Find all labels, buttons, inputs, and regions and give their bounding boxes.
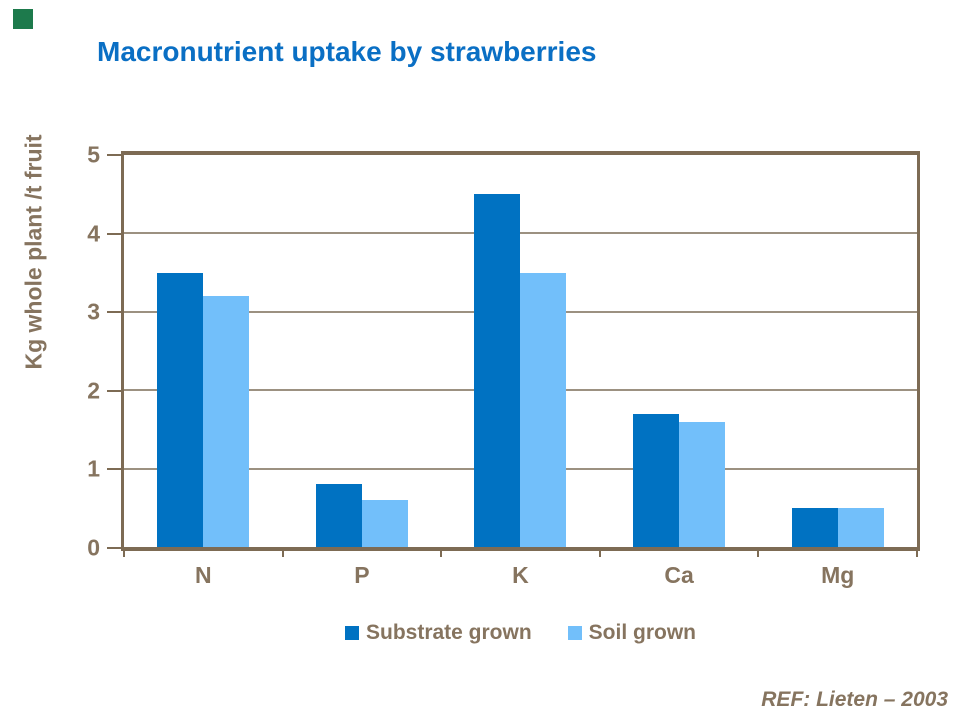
y-tick-mark-3 (107, 311, 122, 314)
x-label-P: P (354, 562, 370, 588)
bar-K-substrate-grown (474, 194, 521, 547)
legend-item-soil-grown: Soil grown (567, 621, 696, 645)
x-axis-labels: N P K Ca Mg (124, 562, 917, 589)
y-tick-mark-1 (107, 468, 122, 471)
bar-group-Ca (600, 155, 759, 547)
x-label-K: K (512, 562, 529, 588)
x-tick-mark-0 (123, 548, 125, 557)
y-tick-label-3: 3 (87, 298, 100, 325)
bar-group-Mg (758, 155, 917, 547)
chart-title: Macronutrient uptake by strawberries (97, 36, 597, 67)
y-tick-label-1: 1 (87, 455, 100, 482)
bar-Mg-soil-grown (837, 507, 884, 547)
bar-N-substrate-grown (157, 272, 204, 547)
y-tick-mark-2 (107, 389, 122, 392)
x-tick-mark-2 (440, 548, 443, 557)
x-label-N: N (194, 562, 212, 588)
legend-item-substrate-grown: Substrate grown (344, 621, 532, 645)
x-axis-ticks (123, 548, 918, 557)
bar-P-soil-grown (361, 499, 408, 547)
bar-Mg-substrate-grown (791, 507, 838, 547)
corner-logo-square (13, 9, 33, 29)
bar-group-P (283, 155, 442, 547)
gridline-4 (124, 232, 917, 235)
bar-P-substrate-grown (315, 484, 362, 547)
x-label-Mg: Mg (821, 562, 855, 588)
bar-Ca-soil-grown (679, 421, 726, 547)
bar-K-soil-grown (520, 272, 567, 547)
x-tick-mark-4 (757, 548, 760, 557)
plot-area (121, 151, 920, 551)
x-tick-mark-3 (598, 548, 601, 557)
reference-note: REF: Lieten – 2003 (761, 688, 948, 711)
y-tick-label-4: 4 (87, 220, 100, 247)
bar-group-N (124, 155, 283, 547)
y-tick-mark-4 (107, 232, 122, 235)
y-tick-mark-0 (107, 547, 122, 549)
x-label-Ca: Ca (664, 562, 694, 588)
legend-label: Soil grown (588, 621, 696, 644)
x-tick-mark-1 (281, 548, 284, 557)
y-tick-mark-5 (107, 154, 122, 156)
y-axis: 0 1 2 3 4 5 (0, 142, 124, 561)
bar-groups (124, 155, 917, 547)
legend: Substrate grown Soil grown (124, 621, 917, 645)
y-tick-label-5: 5 (87, 141, 100, 168)
bar-group-K (441, 155, 600, 547)
bar-Ca-substrate-grown (633, 413, 680, 547)
legend-swatch-icon (344, 626, 359, 640)
y-tick-label-2: 2 (87, 377, 100, 404)
bar-N-soil-grown (203, 296, 250, 547)
legend-swatch-icon (567, 626, 582, 640)
legend-label: Substrate grown (365, 621, 532, 644)
y-tick-label-0: 0 (87, 534, 100, 561)
x-tick-mark-5 (916, 548, 918, 557)
